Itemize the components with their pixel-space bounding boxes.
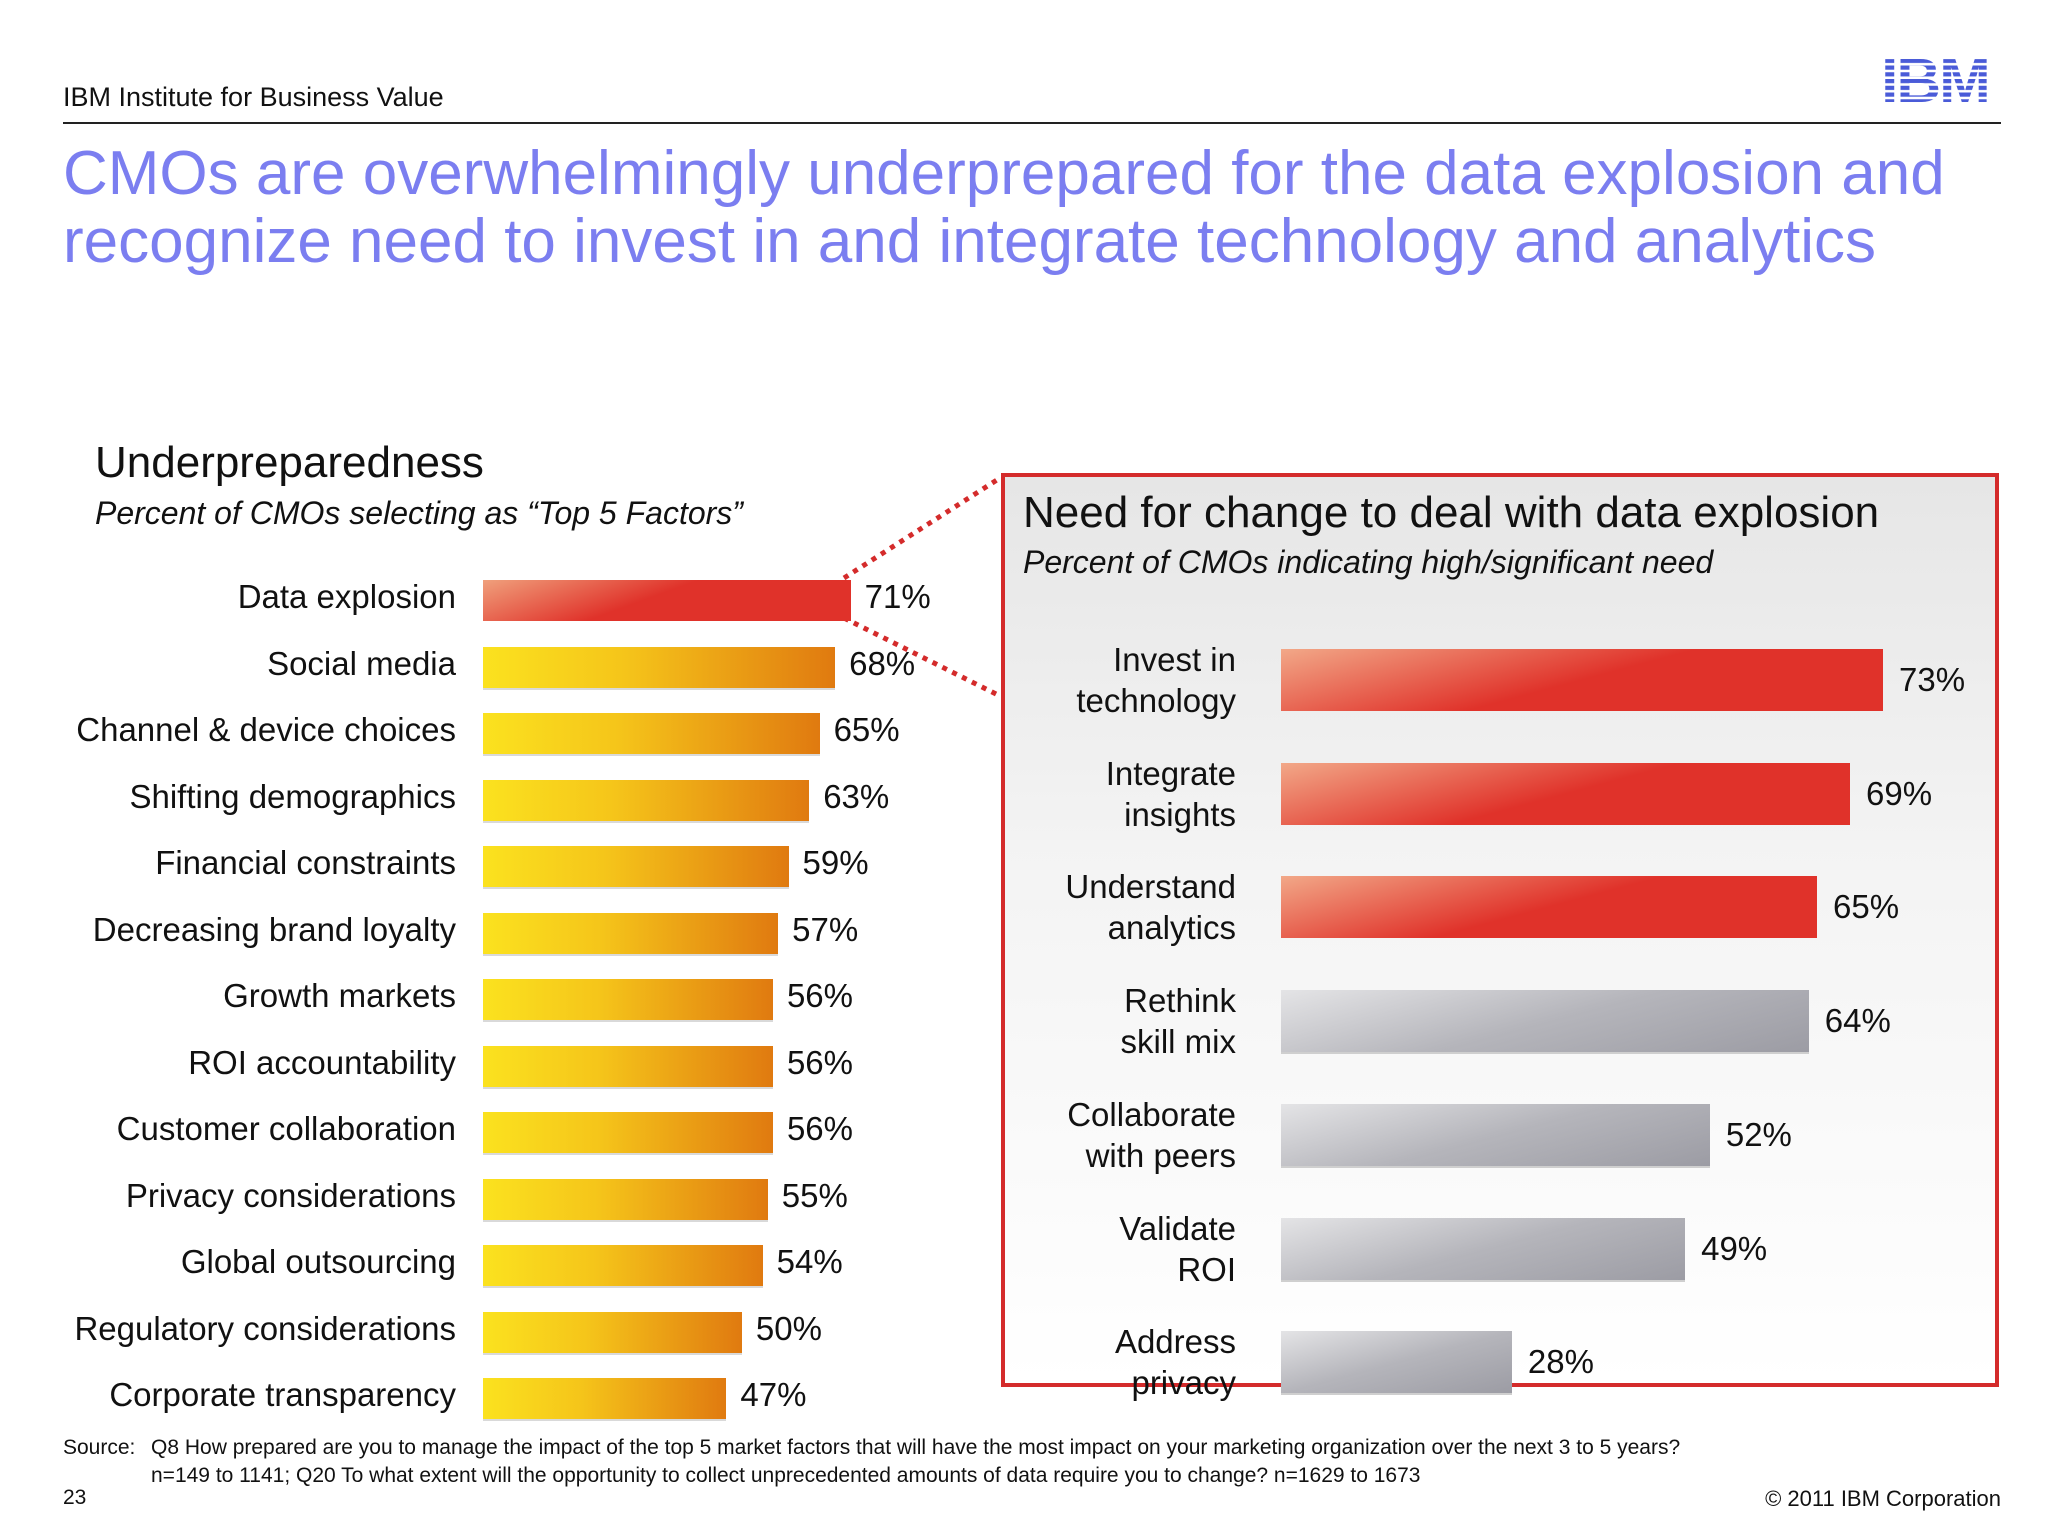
left-chart-subtitle: Percent of CMOs selecting as “Top 5 Fact… xyxy=(95,495,743,531)
header-divider xyxy=(63,122,2001,124)
left-bar xyxy=(483,580,851,621)
right-bar xyxy=(1281,876,1818,939)
left-value-label: 56% xyxy=(786,977,854,1014)
callout-connector xyxy=(842,475,1002,699)
source-line-1: Q8 How prepared are you to manage the im… xyxy=(151,1436,1681,1459)
left-value-label: 63% xyxy=(823,777,890,815)
left-bar xyxy=(483,1311,742,1355)
right-value-label: 64% xyxy=(1824,1002,1891,1040)
left-bar xyxy=(483,713,820,756)
ibm-logo-text: IBM xyxy=(1881,52,1989,106)
right-category-label: Understand analytics xyxy=(1065,868,1236,947)
left-bar xyxy=(483,1245,763,1288)
left-value-label: 54% xyxy=(776,1243,843,1280)
left-category-label: Channel & device choices xyxy=(76,711,456,748)
left-chart-title: Underpreparedness xyxy=(95,438,484,487)
left-category-label: Social media xyxy=(267,644,456,682)
left-bar xyxy=(483,1045,773,1089)
header-org: IBM Institute for Business Value xyxy=(63,82,444,112)
left-value-label: 65% xyxy=(833,711,900,748)
right-bar xyxy=(1281,762,1851,825)
ibm-logo: IBM xyxy=(1881,52,1991,106)
right-bar xyxy=(1281,1217,1686,1282)
left-bar xyxy=(483,979,773,1022)
left-category-label: Data explosion xyxy=(237,578,456,615)
right-value-label: 69% xyxy=(1866,774,1933,812)
left-category-label: Customer collaboration xyxy=(116,1110,456,1147)
left-bar xyxy=(483,779,810,823)
left-value-label: 47% xyxy=(740,1376,807,1413)
right-category-label: Integrate insights xyxy=(1105,754,1236,833)
left-category-label: Global outsourcing xyxy=(180,1243,456,1280)
left-value-label: 55% xyxy=(781,1176,848,1214)
left-bar xyxy=(483,1178,768,1222)
page-number: 23 xyxy=(63,1486,87,1509)
left-bar xyxy=(483,846,789,889)
source-label: Source: xyxy=(63,1436,136,1459)
left-category-label: ROI accountability xyxy=(188,1043,456,1081)
right-value-label: 28% xyxy=(1527,1343,1594,1381)
left-category-label: Privacy considerations xyxy=(125,1176,456,1214)
left-value-label: 59% xyxy=(802,844,869,881)
right-value-label: 73% xyxy=(1899,661,1966,698)
left-category-label: Shifting demographics xyxy=(129,777,456,815)
right-bar xyxy=(1281,1103,1710,1168)
copyright: © 2011 IBM Corporation xyxy=(1765,1486,2001,1511)
left-value-label: 68% xyxy=(849,644,916,682)
left-value-label: 71% xyxy=(864,578,931,615)
right-bar xyxy=(1281,1331,1512,1396)
left-value-label: 57% xyxy=(792,910,859,948)
right-category-label: Validate ROI xyxy=(1119,1209,1236,1288)
page-title: CMOs are overwhelmingly underprepared fo… xyxy=(63,139,1945,276)
right-chart-title: Need for change to deal with data explos… xyxy=(1023,488,1880,537)
left-category-label: Financial constraints xyxy=(155,844,456,881)
right-bar xyxy=(1281,649,1884,711)
left-value-label: 56% xyxy=(786,1110,854,1147)
left-value-label: 56% xyxy=(786,1043,854,1081)
left-category-label: Corporate transparency xyxy=(109,1376,456,1413)
left-category-label: Growth markets xyxy=(223,977,456,1014)
left-bar xyxy=(483,912,779,956)
left-category-label: Regulatory considerations xyxy=(74,1309,456,1347)
right-chart-subtitle: Percent of CMOs indicating high/signific… xyxy=(1023,544,1714,580)
right-bar xyxy=(1281,990,1809,1055)
right-category-label: Address privacy xyxy=(1114,1323,1236,1402)
source-note: Source: Q8 How prepared are you to manag… xyxy=(63,1434,1993,1490)
left-bar xyxy=(483,1112,773,1155)
left-category-label: Decreasing brand loyalty xyxy=(92,910,456,948)
callout-line-top xyxy=(842,475,1002,581)
left-bar xyxy=(483,646,836,690)
left-value-label: 50% xyxy=(755,1309,822,1347)
right-value-label: 52% xyxy=(1725,1115,1792,1153)
right-category-label: Collaborate with peers xyxy=(1067,1095,1236,1174)
source-line-2: n=149 to 1141; Q20 To what extent will t… xyxy=(151,1464,1421,1487)
right-category-label: Rethink skill mix xyxy=(1120,982,1236,1061)
right-value-label: 65% xyxy=(1833,888,1900,926)
callout-line-bottom xyxy=(842,615,1002,699)
right-category-label: Invest in technology xyxy=(1076,641,1236,719)
right-value-label: 49% xyxy=(1701,1229,1768,1267)
left-bar xyxy=(483,1378,727,1421)
